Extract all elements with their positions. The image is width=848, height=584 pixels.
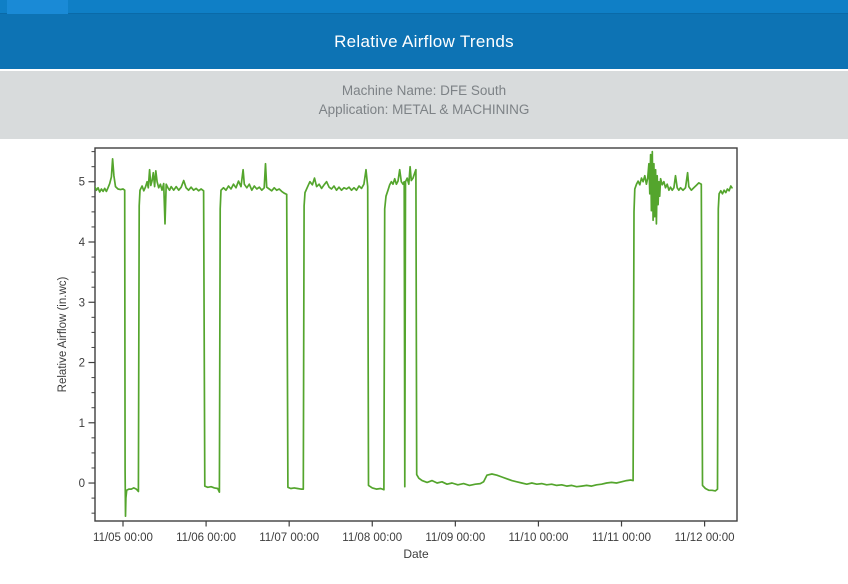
machine-info-banner: Machine Name: DFE South Application: MET… [0, 71, 848, 139]
x-tick-label: 11/05 00:00 [93, 532, 153, 544]
x-tick-label: 11/06 00:00 [176, 532, 236, 544]
y-tick-label: 5 [79, 177, 85, 189]
x-tick-label: 11/09 00:00 [425, 532, 485, 544]
y-tick-label: 4 [79, 237, 86, 249]
airflow-line [95, 150, 733, 518]
x-tick-label: 11/12 00:00 [675, 532, 735, 544]
window-tab[interactable] [7, 0, 68, 14]
plot-border [94, 147, 738, 522]
application-text: Application: METAL & MACHINING [318, 102, 530, 117]
machine-name-text: Machine Name: DFE South [341, 83, 507, 98]
y-tick-label: 3 [79, 297, 85, 309]
page-title: Relative Airflow Trends [334, 31, 514, 51]
report-header: Relative Airflow Trends [0, 14, 848, 69]
y-tick-label: 1 [79, 418, 85, 430]
y-axis-label: Relative Airflow (in.wc) [57, 276, 69, 392]
x-tick-label: 11/08 00:00 [342, 532, 402, 544]
y-tick-label: 2 [79, 358, 85, 370]
x-tick-label: 11/07 00:00 [259, 532, 319, 544]
top-strip [0, 0, 848, 14]
airflow-trend-svg: 0 1 2 3 4 5 11/05 00:00 11/06 00:00 11/07 00:00 1… [57, 147, 738, 561]
airflow-trend-chart: 0 1 2 3 4 5 11/05 00:00 11/06 00:00 11/07 00:00 1… [0, 139, 848, 584]
x-axis-label: Date [403, 547, 429, 561]
y-tick-label: 0 [79, 478, 85, 490]
x-tick-label: 11/11 00:00 [592, 532, 651, 544]
x-tick-label: 11/10 00:00 [508, 532, 568, 544]
